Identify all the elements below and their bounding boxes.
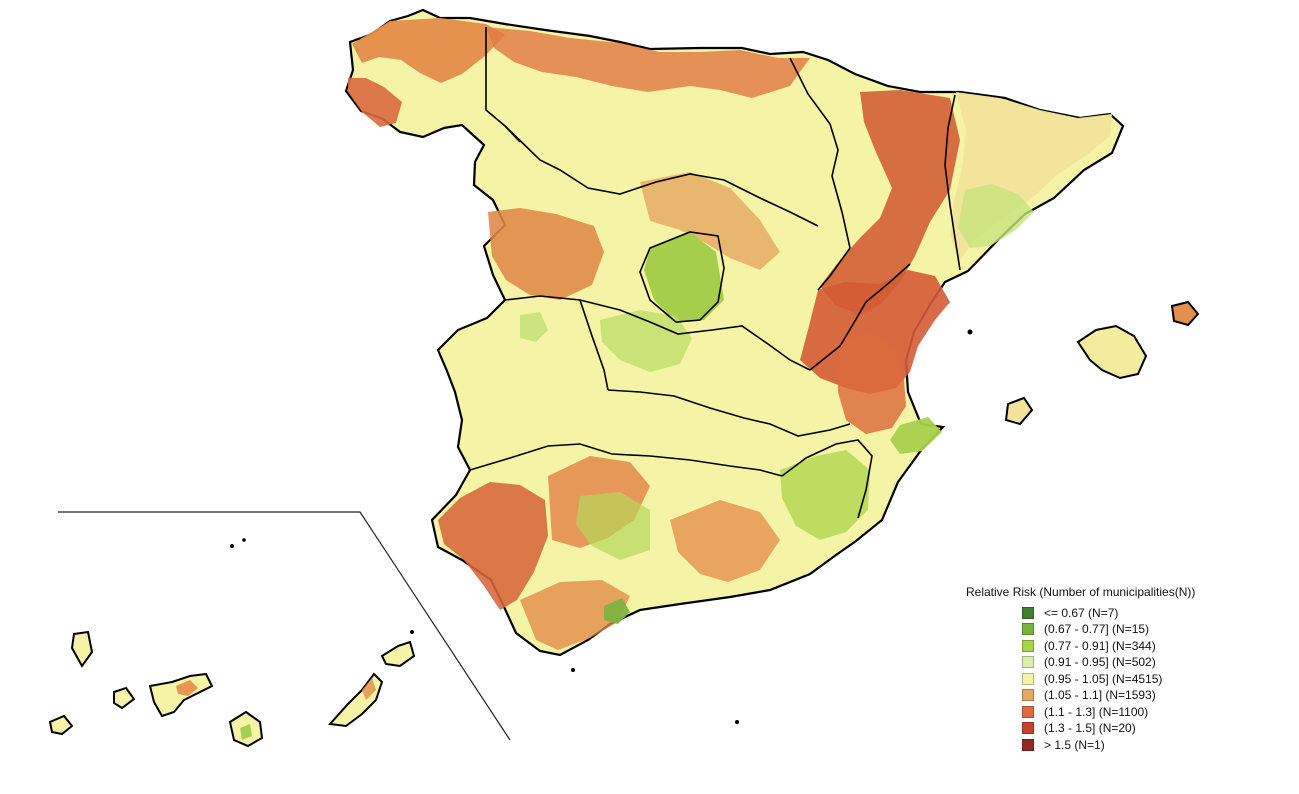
la-palma: [70, 630, 94, 668]
canary-small-islet: [410, 630, 414, 634]
canary-inset-border: [58, 511, 511, 741]
legend-item: (1.1 - 1.3] (N=1100): [966, 704, 1286, 721]
boundary-andalusia-north: [469, 443, 783, 477]
legend-item: (0.95 - 1.05] (N=4515): [966, 671, 1286, 688]
legend-swatch: [1022, 639, 1034, 652]
legend-swatch: [1022, 722, 1034, 735]
legend-label: <= 0.67 (N=7): [1044, 605, 1119, 620]
legend-swatch: [1022, 705, 1034, 718]
legend-swatch: [1022, 689, 1034, 702]
risk-south-west: [438, 482, 548, 610]
risk-aragon: [820, 90, 960, 315]
legend-swatch: [1022, 606, 1034, 619]
risk-cantabrian-strip: [486, 27, 810, 98]
boundary-aragon-east: [944, 94, 961, 271]
small-island: [967, 329, 973, 335]
risk-andalusia-south: [520, 580, 630, 650]
risk-low-murcia: [780, 450, 870, 540]
lanzarote: [380, 640, 416, 668]
legend-items: <= 0.67 (N=7) (0.67 - 0.77] (N=15) (0.77 -…: [966, 605, 1286, 754]
legend-swatch: [1022, 738, 1034, 751]
legend-item: (0.67 - 0.77] (N=15): [966, 621, 1286, 638]
risk-low-cadiz: [604, 598, 630, 624]
legend-item: <= 0.67 (N=7): [966, 605, 1286, 622]
ibiza: [1004, 396, 1034, 426]
risk-low-alicante: [890, 417, 942, 454]
legend-label: > 1.5 (N=1): [1044, 737, 1105, 752]
legend-label: (1.05 - 1.1] (N=1593): [1044, 688, 1156, 702]
boundary-aragon-west: [817, 175, 851, 291]
legend-label: (0.95 - 1.05] (N=4515): [1044, 671, 1163, 686]
canary-small-islet: [242, 538, 246, 542]
canary-small-islet: [230, 544, 234, 548]
legend-title: Relative Risk (Number of municipalities(…: [966, 585, 1196, 599]
legend-swatch: [1022, 672, 1034, 685]
risk-gran-canaria-pocket: [240, 724, 252, 740]
risk-valencia-coast: [838, 332, 906, 434]
risk-tenerife-pocket: [176, 680, 198, 696]
legend: Relative Risk (Number of municipalities(…: [966, 584, 1286, 753]
legend-item: (0.77 - 0.91] (N=344): [966, 638, 1286, 655]
legend-swatch: [1022, 623, 1034, 636]
balearic-islands: [967, 300, 1200, 426]
menorca: [1170, 300, 1200, 327]
boundary-central-south: [504, 295, 811, 371]
boundary-madrid: [639, 231, 725, 323]
risk-andalusia-east: [670, 500, 780, 582]
boundary-valencia-west: [809, 263, 911, 371]
chafarinas-islet: [571, 668, 575, 672]
legend-label: (1.3 - 1.5] (N=20): [1044, 721, 1136, 735]
legend-item: > 1.5 (N=1): [966, 737, 1286, 754]
la-gomera: [113, 686, 136, 710]
el-hierro: [48, 714, 74, 736]
risk-low-andalusia: [576, 492, 650, 560]
risk-fuerteventura-pocket: [362, 678, 376, 700]
legend-item: (0.91 - 0.95] (N=502): [966, 654, 1286, 671]
legend-label: (0.77 - 0.91] (N=344): [1044, 638, 1156, 653]
alboran-islet: [735, 720, 739, 724]
boundary-navarra: [789, 57, 839, 177]
canary-islands: [48, 538, 739, 748]
legend-label: (0.67 - 0.77] (N=15): [1044, 622, 1150, 636]
legend-item: (1.3 - 1.5] (N=20): [966, 720, 1286, 737]
boundary-murcia: [781, 439, 873, 519]
legend-label: (0.91 - 0.95] (N=502): [1044, 655, 1156, 669]
tenerife: [148, 672, 214, 718]
risk-galicia-west: [348, 78, 402, 127]
risk-low-central-a: [644, 232, 724, 322]
mallorca: [1076, 324, 1148, 380]
mainland-spain: [344, 8, 1125, 657]
risk-northwest-duero: [488, 208, 604, 300]
legend-label: (1.1 - 1.3] (N=1100): [1044, 704, 1149, 719]
risk-low-catalonia: [958, 184, 1034, 248]
boundary-extremadura-east: [579, 299, 609, 391]
risk-low-central-b: [600, 310, 692, 372]
risk-galicia-north: [352, 18, 505, 83]
boundary-castilla-north: [504, 125, 819, 227]
legend-item: (1.05 - 1.1] (N=1593): [966, 687, 1286, 704]
risk-low-extremadura: [520, 312, 548, 342]
risk-east-valley: [800, 270, 950, 394]
risk-central-north: [640, 172, 780, 270]
legend-swatch: [1022, 656, 1034, 669]
boundary-castilla-la-mancha-south: [607, 389, 851, 437]
